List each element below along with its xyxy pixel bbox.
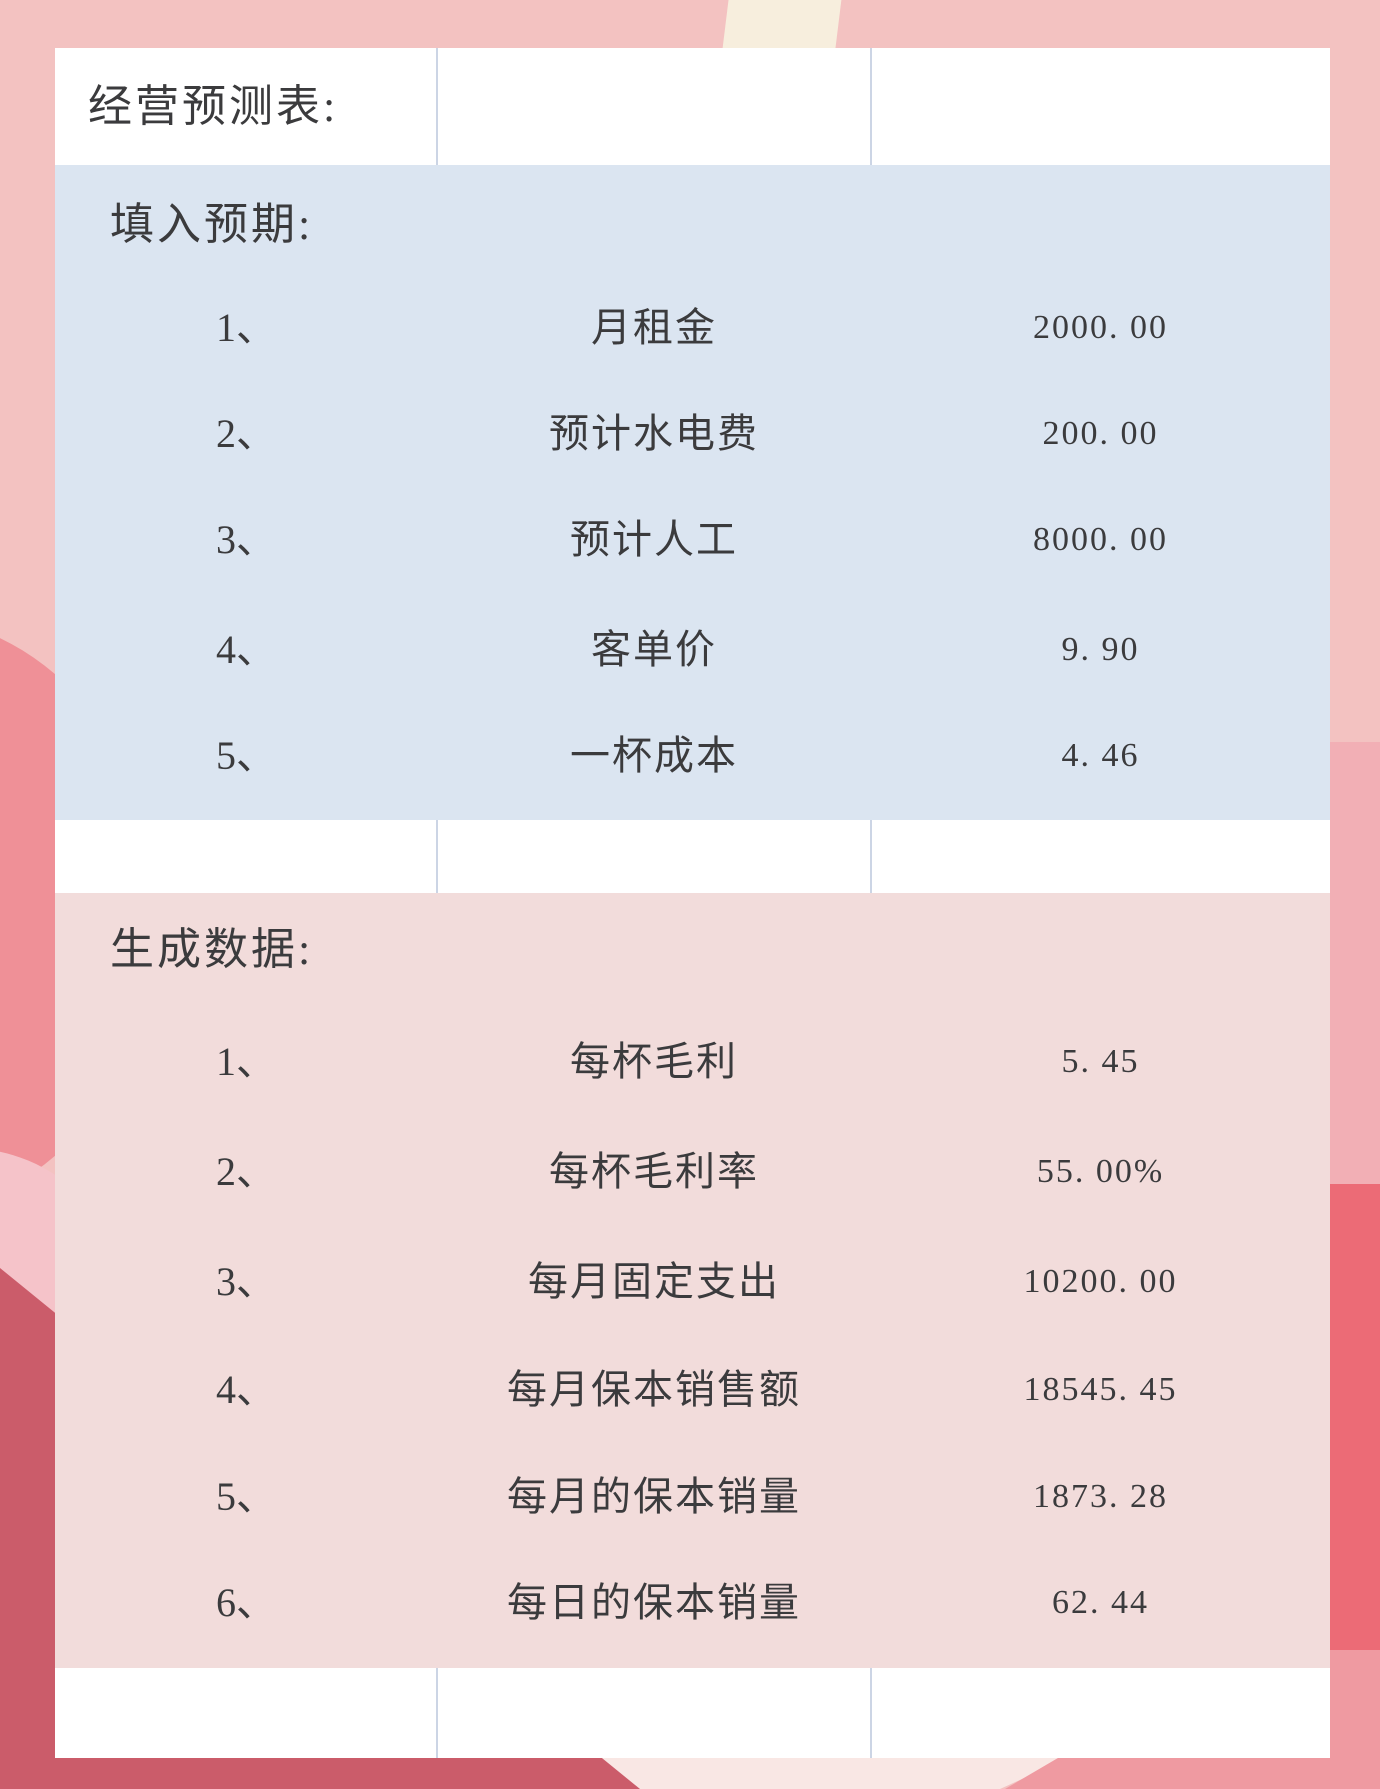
table-row: 6、 每日的保本销量 62. 44: [55, 1578, 1330, 1628]
row-number: 2、: [216, 1149, 276, 1194]
row-value: 4. 46: [1061, 737, 1140, 774]
row-value: 200. 00: [1042, 415, 1159, 452]
section-header: 填入预期:: [110, 200, 314, 249]
row-label: 预计水电费: [549, 411, 759, 456]
section-generated-data: 生成数据: 1、 每杯毛利 5. 45 2、 每杯毛利率 55. 00% 3、 …: [55, 893, 1330, 1668]
column-divider: [870, 48, 872, 165]
row-number: 6、: [216, 1580, 276, 1625]
row-label: 每杯毛利率: [549, 1149, 759, 1194]
row-value: 8000. 00: [1033, 521, 1168, 558]
row-number: 2、: [216, 411, 276, 456]
row-value: 1873. 28: [1033, 1478, 1168, 1515]
row-value: 62. 44: [1052, 1584, 1149, 1621]
row-label: 每月固定支出: [528, 1259, 780, 1304]
column-divider: [436, 1668, 438, 1758]
row-number: 3、: [216, 1259, 276, 1304]
section-fill-expectations: 填入预期: 1、 月租金 2000. 00 2、 预计水电费 200. 00 3…: [55, 165, 1330, 820]
row-number: 3、: [216, 517, 276, 562]
row-number: 5、: [216, 733, 276, 778]
table-row: 2、 每杯毛利率 55. 00%: [55, 1147, 1330, 1197]
table-row: 1、 每杯毛利 5. 45: [55, 1037, 1330, 1087]
table-row: 5、 每月的保本销量 1873. 28: [55, 1472, 1330, 1522]
row-value: 9. 90: [1061, 631, 1140, 668]
column-divider: [436, 48, 438, 165]
row-label: 每月的保本销量: [507, 1474, 801, 1519]
row-label: 预计人工: [570, 517, 738, 562]
table-row: 3、 每月固定支出 10200. 00: [55, 1257, 1330, 1307]
table-row: 4、 每月保本销售额 18545. 45: [55, 1365, 1330, 1415]
right-red-block-shape: [1330, 1184, 1380, 1650]
row-number: 4、: [216, 627, 276, 672]
table-row: 1、 月租金 2000. 00: [55, 303, 1330, 353]
row-label: 每月保本销售额: [507, 1367, 801, 1412]
row-label: 月租金: [591, 305, 717, 350]
row-number: 1、: [216, 1039, 276, 1084]
row-label: 每杯毛利: [570, 1039, 738, 1084]
table-row: 5、 一杯成本 4. 46: [55, 731, 1330, 781]
row-value: 5. 45: [1061, 1043, 1140, 1080]
row-number: 4、: [216, 1367, 276, 1412]
spacer-row: [55, 820, 1330, 893]
row-value: 18545. 45: [1023, 1371, 1178, 1408]
row-label: 每日的保本销量: [507, 1580, 801, 1625]
row-value: 2000. 00: [1033, 309, 1168, 346]
table-row: 2、 预计水电费 200. 00: [55, 409, 1330, 459]
title-row: 经营预测表:: [55, 48, 1330, 165]
row-number: 1、: [216, 305, 276, 350]
column-divider: [870, 820, 872, 893]
section-header: 生成数据:: [110, 925, 314, 974]
column-divider: [436, 820, 438, 893]
forecast-table: 经营预测表: 填入预期: 1、 月租金 2000. 00 2、 预计水电费 20…: [55, 48, 1330, 1758]
row-number: 5、: [216, 1474, 276, 1519]
column-divider: [870, 1668, 872, 1758]
row-value: 55. 00%: [1036, 1153, 1165, 1190]
right-pink-band-shape: [1330, 742, 1380, 1184]
row-label: 一杯成本: [570, 733, 738, 778]
row-label: 客单价: [591, 627, 717, 672]
page-title: 经营预测表:: [88, 82, 339, 131]
table-row: 3、 预计人工 8000. 00: [55, 515, 1330, 565]
bottom-spacer-row: [55, 1668, 1330, 1758]
table-row: 4、 客单价 9. 90: [55, 625, 1330, 675]
row-value: 10200. 00: [1023, 1263, 1178, 1300]
